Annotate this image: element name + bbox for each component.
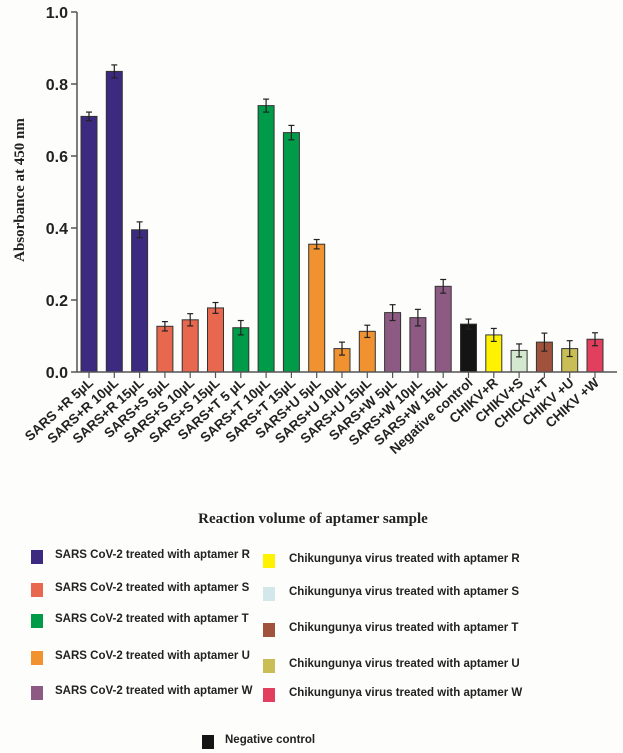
legend-item-sars: SARS CoV-2 treated with aptamer R (55, 549, 250, 561)
bar (207, 307, 224, 373)
x-axis-label: Reaction volume of aptamer sample (198, 511, 428, 527)
legend-item-chikv: Chikungunya virus treated with aptamer W (289, 687, 523, 699)
error-bar (592, 332, 598, 347)
error-bar (516, 343, 523, 358)
y-tick-label: 1.0 (46, 5, 68, 22)
bar (282, 132, 300, 373)
legend-swatch (263, 554, 275, 568)
bar (181, 319, 199, 373)
legend-swatch (263, 623, 275, 637)
error-bar (364, 324, 371, 339)
bar (460, 323, 477, 373)
error-bar (237, 319, 244, 336)
legend-item-sars: SARS CoV-2 treated with aptamer S (55, 582, 250, 594)
bar (80, 115, 98, 373)
legend-item-negative-control: Negative control (225, 734, 316, 746)
legend-swatch (263, 688, 275, 702)
bar (384, 312, 402, 373)
legend-swatch (263, 659, 275, 673)
legend-item-sars: SARS CoV-2 treated with aptamer T (55, 613, 249, 625)
y-tick-label: 0.6 (46, 149, 68, 166)
legend-item-chikv: Chikungunya virus treated with aptamer S (289, 586, 520, 598)
bar (105, 70, 123, 373)
error-bar (86, 111, 92, 122)
legend-swatch (31, 686, 43, 700)
bar (156, 325, 174, 373)
legend-item-chikv: Chikungunya virus treated with aptamer T (289, 622, 519, 634)
legend-item-sars: SARS CoV-2 treated with aptamer W (55, 685, 253, 697)
error-bar (212, 301, 219, 314)
error-bar (136, 221, 143, 239)
y-tick-label: 0.0 (46, 365, 68, 382)
legend-swatch (31, 651, 43, 665)
bar (257, 105, 275, 373)
error-bar (288, 124, 295, 141)
bar (308, 243, 326, 373)
legend-item-chikv: Chikungunya virus treated with aptamer U (289, 658, 520, 670)
error-bar (313, 238, 320, 250)
legend-item-sars: SARS CoV-2 treated with aptamer U (55, 650, 250, 662)
legend-swatch (31, 583, 43, 597)
bar (434, 285, 452, 373)
legend-swatch (31, 614, 43, 628)
error-bar (465, 318, 472, 330)
legend-swatch (31, 550, 43, 564)
legend-swatch (202, 735, 214, 749)
y-tick-label: 0.2 (46, 293, 68, 310)
legend-swatch (263, 587, 275, 601)
y-tick-label: 0.8 (46, 77, 68, 94)
error-bar (440, 278, 447, 294)
error-bar (161, 321, 168, 332)
error-bar (490, 327, 497, 342)
bar (131, 229, 149, 373)
error-bar (566, 340, 573, 358)
y-tick-label: 0.4 (46, 221, 68, 238)
error-bar (111, 64, 118, 79)
error-bar (263, 98, 270, 113)
error-bar (389, 304, 396, 322)
y-axis-label: Absorbance at 450 nm (12, 118, 28, 262)
legend-item-chikv: Chikungunya virus treated with aptamer R (289, 553, 520, 565)
error-bar (339, 341, 345, 356)
error-bar (541, 332, 548, 352)
error-bar (414, 308, 421, 327)
error-bar (187, 313, 194, 327)
